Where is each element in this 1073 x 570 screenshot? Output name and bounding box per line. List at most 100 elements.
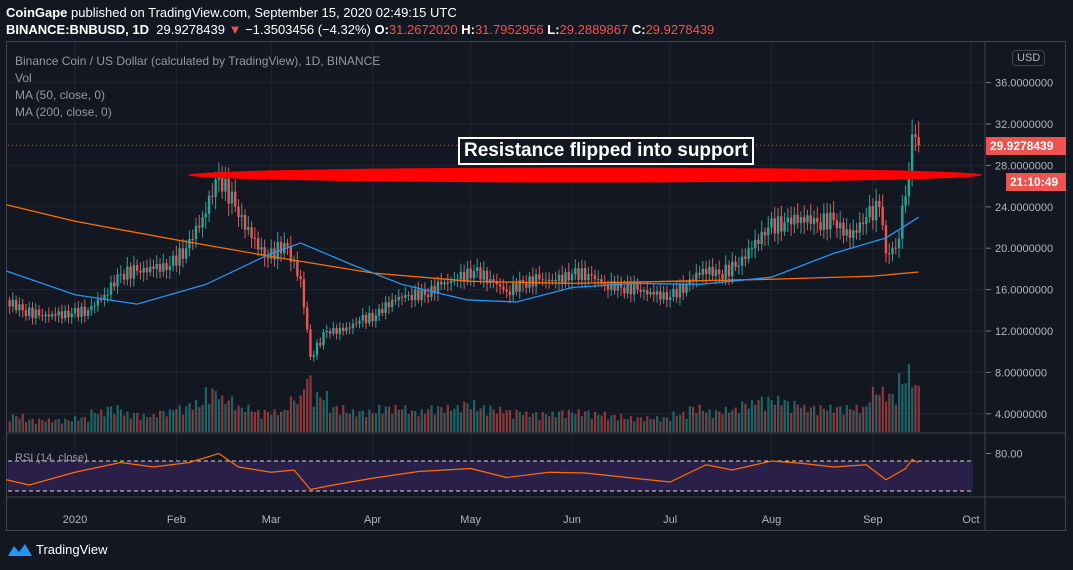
volume-bar: [90, 409, 93, 432]
candle-body: [292, 260, 296, 262]
x-tick-label: Oct: [962, 514, 979, 526]
volume-bar: [777, 395, 780, 432]
candle-body: [93, 305, 96, 307]
volume-bar: [711, 417, 714, 432]
candle-body: [776, 216, 780, 234]
candle-body: [616, 282, 620, 291]
volume-bar: [57, 418, 60, 432]
legend-ma200[interactable]: MA (200, close, 0): [15, 105, 112, 119]
volume-bar: [557, 411, 561, 432]
candle-body: [753, 239, 757, 249]
legend-ma50[interactable]: MA (50, close, 0): [15, 88, 106, 102]
volume-bar: [132, 412, 136, 432]
down-arrow-icon: ▼: [228, 22, 242, 37]
volume-bar: [296, 404, 299, 432]
y-tick-label: 28.0000000: [995, 160, 1053, 172]
candle-body: [606, 284, 610, 290]
volume-bar: [80, 417, 83, 432]
candle-body: [60, 311, 64, 319]
candle-body: [426, 294, 430, 298]
volume-bar: [819, 405, 822, 432]
volume-bar: [839, 406, 842, 432]
volume-bar: [731, 410, 734, 432]
legend-rsi[interactable]: RSI (14, close): [15, 452, 88, 464]
volume-bar: [168, 409, 172, 432]
brand-name: TradingView: [36, 542, 108, 557]
candle-body: [541, 279, 544, 281]
low-label: L:: [547, 22, 560, 37]
candle-body: [590, 274, 593, 276]
candle-body: [825, 213, 829, 230]
volume-bar: [368, 409, 371, 432]
candle-body: [547, 279, 551, 282]
volume-bar: [463, 401, 466, 432]
volume-bar: [862, 406, 865, 432]
currency-button[interactable]: USD: [1012, 50, 1046, 66]
candle-body: [583, 268, 587, 281]
volume-bar: [335, 406, 338, 432]
candle-body: [570, 274, 574, 281]
volume-bar: [96, 413, 100, 432]
candle-body: [34, 309, 37, 319]
candle-body: [351, 323, 355, 329]
volume-bar: [747, 408, 750, 432]
candle-body: [132, 265, 136, 279]
volume-bar: [842, 414, 845, 432]
candle-body: [842, 222, 845, 236]
tradingview-logo[interactable]: TradingView: [8, 542, 108, 557]
open-label: O:: [374, 22, 389, 37]
candle-body: [783, 222, 786, 232]
candle-body: [142, 267, 145, 273]
volume-bar: [93, 412, 96, 432]
candle-body: [201, 217, 204, 228]
volume-bar: [381, 413, 384, 432]
candle-body: [155, 264, 158, 269]
candle-body: [587, 274, 590, 281]
candle-body: [371, 312, 374, 322]
candle-body: [171, 255, 175, 266]
y-tick-label: 36.0000000: [995, 78, 1053, 90]
volume-bar: [813, 405, 816, 432]
volume-bar: [227, 400, 230, 432]
candle-body: [838, 222, 842, 229]
volume-bar: [914, 384, 917, 432]
volume-bar: [482, 405, 485, 432]
volume-bar: [348, 413, 351, 432]
candle-body: [410, 294, 414, 301]
legend-vol[interactable]: Vol: [15, 71, 32, 85]
candle-body: [812, 218, 816, 224]
volume-bar: [505, 410, 508, 432]
candle-body: [204, 213, 207, 218]
volume-bar: [620, 413, 623, 432]
volume-bar: [587, 410, 590, 432]
volume-bar: [54, 419, 57, 432]
candle-body: [708, 266, 711, 275]
candle-body: [21, 304, 24, 311]
volume-bar: [414, 411, 417, 432]
candle-body: [904, 196, 907, 206]
candle-body: [626, 282, 629, 294]
volume-bar: [708, 409, 711, 432]
candle-body: [485, 270, 489, 284]
candle-body: [103, 294, 106, 300]
volume-bar: [453, 408, 456, 432]
volume-bar: [780, 405, 783, 432]
candle-body: [668, 296, 672, 300]
candle-body: [561, 274, 564, 284]
candle-body: [404, 295, 407, 298]
candle-body: [907, 172, 911, 197]
volume-bar: [904, 383, 907, 432]
candle-body: [492, 279, 495, 283]
publish-info: CoinGape published on TradingView.com, S…: [6, 5, 457, 20]
candle-body: [865, 217, 868, 224]
candle-body: [446, 282, 449, 284]
volume-bar: [803, 404, 806, 432]
volume-bar: [871, 386, 875, 432]
candle-body: [18, 304, 21, 311]
volume-bar: [44, 421, 47, 432]
volume-bar: [100, 409, 103, 432]
candle-body: [152, 266, 155, 269]
volume-bar: [489, 405, 492, 432]
volume-bar: [312, 406, 315, 432]
